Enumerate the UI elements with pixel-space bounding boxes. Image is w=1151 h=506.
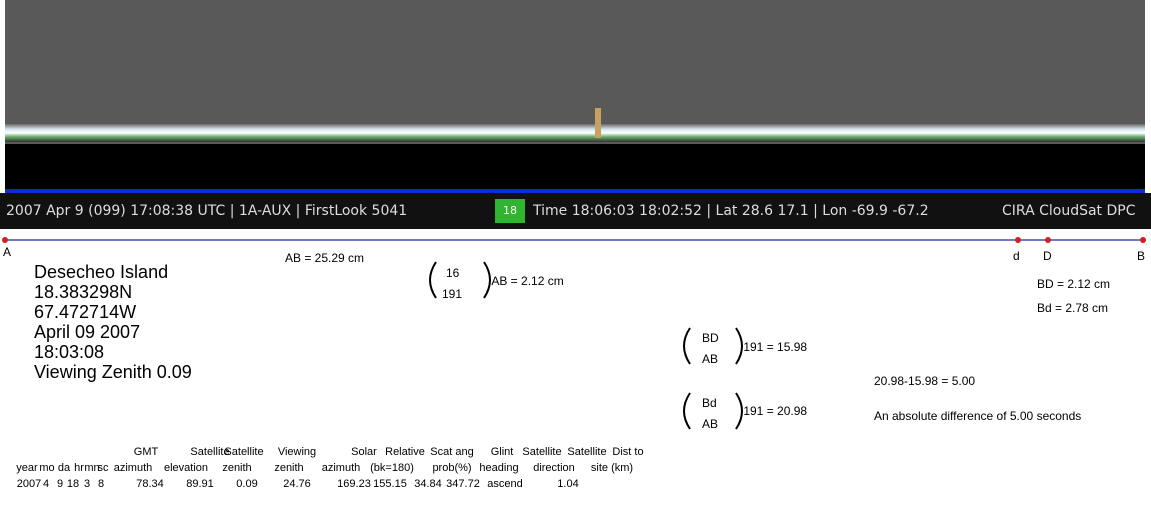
- header: hr: [74, 462, 84, 474]
- fraction-top: 16: [446, 266, 459, 280]
- cell: 18: [67, 478, 79, 490]
- point-b: [1140, 237, 1146, 243]
- point-a: [2, 237, 8, 243]
- info-line: Desecheo Island: [34, 262, 192, 282]
- header-top: Relative: [385, 446, 425, 458]
- info-line: April 09 2007: [34, 322, 192, 342]
- cloud-band: [5, 124, 1145, 142]
- page: 2007 Apr 9 (099) 17:08:38 UTC | 1A-AUX |…: [0, 0, 1151, 506]
- header-top: GMT: [134, 446, 158, 458]
- header: year: [16, 462, 37, 474]
- header: da: [58, 462, 70, 474]
- formula-result: .191 = 20.98: [740, 404, 807, 418]
- fraction-top: Bd: [702, 396, 717, 410]
- distance: Bd = 2.78 cm: [1037, 301, 1108, 315]
- header-top: Satellite: [522, 446, 561, 458]
- parentheses: [430, 262, 742, 429]
- header: sc: [98, 462, 109, 474]
- cell: 78.34: [136, 478, 164, 490]
- header-top: Dist to: [612, 446, 643, 458]
- cell: 8: [98, 478, 104, 490]
- dark-strip: [5, 144, 1145, 190]
- header: site (km): [591, 462, 633, 474]
- header: zenith: [222, 462, 251, 474]
- header: azimuth: [114, 462, 153, 474]
- point-label: d: [1013, 249, 1020, 263]
- cell: 1.04: [557, 478, 578, 490]
- banner-left: 2007 Apr 9 (099) 17:08:38 UTC | 1A-AUX |…: [6, 203, 407, 219]
- header-top: Viewing: [278, 446, 316, 458]
- point-d-small: [1015, 237, 1021, 243]
- cell: 169.23: [337, 478, 371, 490]
- badge: 18: [495, 199, 525, 223]
- header: heading: [479, 462, 518, 474]
- banner-middle: Time 18:06:03 18:02:52 | Lat 28.6 17.1 |…: [533, 203, 929, 219]
- point-label: A: [3, 245, 11, 259]
- cell: 347.72: [446, 478, 480, 490]
- cell: 89.91: [186, 478, 214, 490]
- header: direction: [533, 462, 575, 474]
- info-line: 18:03:08: [34, 342, 192, 362]
- cell: 4: [43, 478, 49, 490]
- info-line: 18.383298N: [34, 282, 192, 302]
- cell: ascend: [487, 478, 522, 490]
- difference-text: An absolute difference of 5.00 seconds: [874, 409, 1081, 423]
- header: elevation: [164, 462, 208, 474]
- header: azimuth: [322, 462, 361, 474]
- header: (bk=180): [370, 462, 414, 474]
- info-line: Viewing Zenith 0.09: [34, 362, 192, 382]
- banner-right: CIRA CloudSat DPC: [1002, 203, 1136, 219]
- point-d: [1045, 237, 1051, 243]
- fraction-top: BD: [702, 331, 719, 345]
- spike: [595, 108, 601, 138]
- fraction-bottom: AB: [702, 417, 718, 431]
- header-top: Solar: [351, 446, 377, 458]
- distance: BD = 2.12 cm: [1037, 277, 1110, 291]
- fraction-bottom: AB: [702, 352, 718, 366]
- header-top: Satellite: [224, 446, 263, 458]
- ab-length: AB = 25.29 cm: [285, 251, 364, 265]
- fraction-bottom: 191: [442, 287, 462, 301]
- formula-result: .AB = 2.12 cm: [488, 274, 564, 288]
- cell: 155.15: [373, 478, 407, 490]
- cell: 24.76: [283, 478, 311, 490]
- header-top: Scat ang: [430, 446, 473, 458]
- header-top: Glint: [491, 446, 514, 458]
- difference-equation: 20.98-15.98 = 5.00: [874, 374, 975, 388]
- figure: [0, 0, 1151, 506]
- cell: 9: [57, 478, 63, 490]
- header: zenith: [274, 462, 303, 474]
- header: prob(%): [432, 462, 471, 474]
- point-label: D: [1043, 249, 1052, 263]
- header-top: Satellite: [567, 446, 606, 458]
- banner: 2007 Apr 9 (099) 17:08:38 UTC | 1A-AUX |…: [0, 193, 1151, 229]
- header: mo: [39, 462, 54, 474]
- info-line: 67.472714W: [34, 302, 192, 322]
- cell: 34.84: [414, 478, 442, 490]
- cell: 2007: [17, 478, 41, 490]
- cell: 3: [84, 478, 90, 490]
- cell: 0.09: [236, 478, 257, 490]
- point-label: B: [1137, 249, 1145, 263]
- formula-result: .191 = 15.98: [740, 340, 807, 354]
